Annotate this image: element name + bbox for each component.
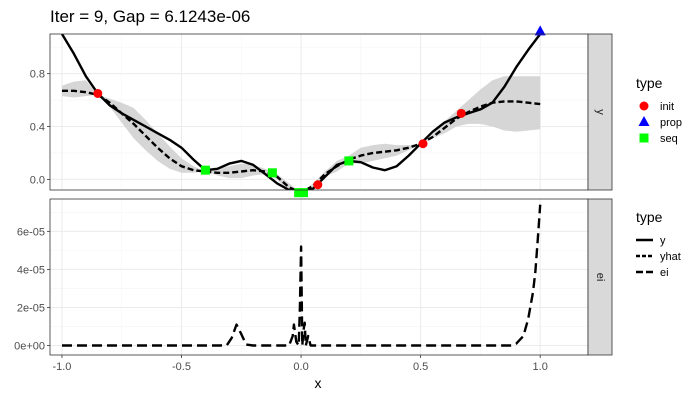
series-line-ei	[62, 204, 542, 347]
x-axis-title: x	[315, 375, 322, 391]
facet-strip-label: ei	[594, 273, 606, 282]
legend-label-yhat: yhat	[660, 251, 681, 263]
point-seq	[344, 156, 354, 166]
point-seq	[294, 188, 304, 198]
legend-label-init: init	[660, 101, 674, 113]
facet-strip	[587, 33, 613, 191]
facet-y: y 0.0 0.4 0.8	[30, 25, 613, 198]
legend-label-seq: seq	[660, 133, 678, 145]
plot-title: Iter = 9, Gap = 6.1243e-06	[50, 7, 250, 26]
point-prop	[534, 25, 546, 36]
point-init	[313, 180, 323, 190]
legend-label-ei: ei	[660, 267, 669, 279]
point-init	[456, 108, 466, 118]
x-tick-label: -1.0	[52, 361, 71, 373]
point-seq	[267, 168, 277, 178]
facet-strip	[587, 198, 613, 356]
y-tick-label: 2e-05	[17, 302, 45, 314]
panel-border	[49, 198, 589, 356]
legend-1: type y yhat ei	[636, 209, 681, 279]
legend-key-prop	[638, 116, 650, 126]
legend-key-init	[639, 101, 649, 111]
y-tick-label: 0.8	[30, 69, 45, 81]
y-tick-label: 4e-05	[17, 264, 45, 276]
y-tick-label: 6e-05	[17, 226, 45, 238]
facet-ei: ei 0e+00 2e-05 4e-05 6e-05	[14, 198, 613, 356]
legend-0: type init prop seq	[636, 75, 682, 145]
point-init	[418, 139, 428, 149]
legend-title: type	[636, 75, 663, 91]
x-tick-label: 0.5	[413, 361, 428, 373]
legend-key-seq	[639, 133, 649, 143]
facet-plot-area	[62, 204, 542, 347]
point-seq	[200, 165, 210, 175]
x-tick-label: 0.0	[293, 361, 308, 373]
confidence-band	[62, 76, 541, 190]
legend-label-prop: prop	[660, 117, 682, 129]
point-seq	[298, 188, 308, 198]
x-tick-label: 1.0	[533, 361, 548, 373]
legend-label-y: y	[660, 235, 666, 247]
y-tick-label: 0.0	[30, 174, 45, 186]
x-tick-label: -0.5	[172, 361, 191, 373]
facet-strip-label: y	[594, 109, 606, 115]
y-tick-label: 0.4	[30, 122, 45, 134]
chart-root: y 0.0 0.4 0.8 ei 0e+00 2e-05 4e-05 6e-05 -1.0 -0.5…	[14, 25, 682, 373]
legend-title: type	[636, 209, 663, 225]
y-tick-label: 0e+00	[14, 340, 45, 352]
point-init	[93, 88, 103, 98]
